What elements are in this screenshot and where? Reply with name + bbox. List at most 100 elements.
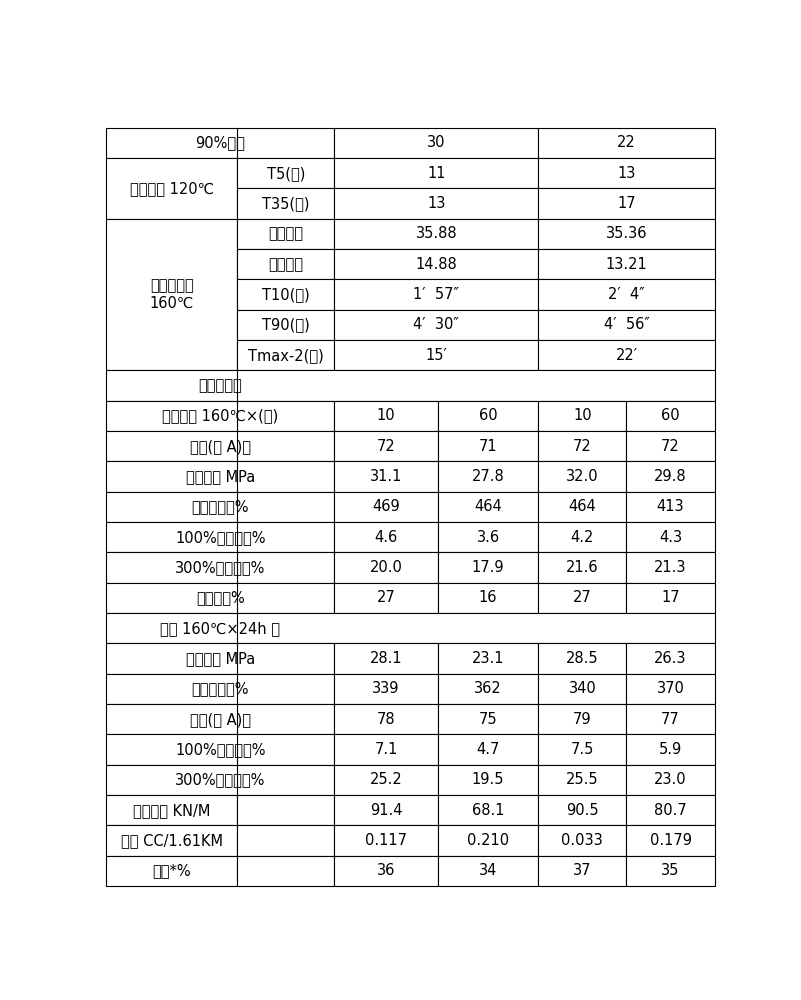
Bar bbox=[237, 188, 335, 219]
Text: 0.117: 0.117 bbox=[365, 833, 407, 848]
Bar bbox=[335, 249, 538, 279]
Text: 17: 17 bbox=[617, 196, 636, 211]
Text: 3.6: 3.6 bbox=[477, 530, 500, 545]
Bar bbox=[538, 795, 626, 825]
Bar bbox=[538, 765, 626, 795]
Bar bbox=[538, 704, 626, 734]
Bar bbox=[335, 158, 538, 188]
Text: 464: 464 bbox=[569, 499, 596, 514]
Text: 79: 79 bbox=[573, 712, 592, 727]
Text: 扯断伸长率%: 扯断伸长率% bbox=[191, 681, 249, 696]
Text: 80.7: 80.7 bbox=[654, 803, 687, 818]
Bar bbox=[538, 552, 626, 583]
Text: 13.21: 13.21 bbox=[606, 257, 647, 272]
Text: 0.033: 0.033 bbox=[562, 833, 603, 848]
Bar bbox=[107, 219, 237, 370]
Bar bbox=[538, 310, 714, 340]
Bar bbox=[538, 856, 626, 886]
Bar bbox=[335, 492, 438, 522]
Text: 339: 339 bbox=[372, 681, 400, 696]
Bar bbox=[237, 825, 335, 856]
Text: 100%定伸应力%: 100%定伸应力% bbox=[175, 742, 266, 757]
Text: 340: 340 bbox=[569, 681, 596, 696]
Text: 36: 36 bbox=[377, 863, 396, 878]
Text: 老化 160℃×24h 后: 老化 160℃×24h 后 bbox=[160, 621, 280, 636]
Bar bbox=[538, 461, 626, 492]
Text: T90(分): T90(分) bbox=[262, 317, 310, 332]
Text: 4.2: 4.2 bbox=[570, 530, 594, 545]
Bar bbox=[237, 856, 335, 886]
Text: 27.8: 27.8 bbox=[472, 469, 505, 484]
Bar bbox=[438, 461, 538, 492]
Bar bbox=[538, 128, 714, 158]
Bar bbox=[335, 310, 538, 340]
Text: 硬度(邵 A)度: 硬度(邵 A)度 bbox=[190, 712, 251, 727]
Bar bbox=[335, 674, 438, 704]
Bar bbox=[335, 522, 438, 552]
Text: 硬度(邵 A)度: 硬度(邵 A)度 bbox=[190, 439, 251, 454]
Bar bbox=[538, 734, 626, 765]
Text: 23.0: 23.0 bbox=[654, 772, 687, 787]
Text: 300%定伸应力%: 300%定伸应力% bbox=[175, 560, 266, 575]
Text: 硫化条件 160℃×(分): 硫化条件 160℃×(分) bbox=[163, 408, 279, 423]
Text: 37: 37 bbox=[574, 863, 592, 878]
Bar bbox=[335, 401, 438, 431]
Text: 4′  30″: 4′ 30″ bbox=[413, 317, 459, 332]
Text: 扯断伸长率%: 扯断伸长率% bbox=[191, 499, 249, 514]
Text: 100%定伸应力%: 100%定伸应力% bbox=[175, 530, 266, 545]
Text: 弹性*%: 弹性*% bbox=[152, 863, 191, 878]
Bar bbox=[107, 401, 335, 431]
Bar bbox=[335, 583, 438, 613]
Bar bbox=[626, 522, 714, 552]
Text: 29.8: 29.8 bbox=[654, 469, 687, 484]
Bar bbox=[107, 492, 335, 522]
Bar bbox=[438, 765, 538, 795]
Text: 19.5: 19.5 bbox=[472, 772, 505, 787]
Bar bbox=[107, 613, 714, 643]
Text: 4′  56″: 4′ 56″ bbox=[603, 317, 650, 332]
Bar bbox=[438, 583, 538, 613]
Text: T5(分): T5(分) bbox=[267, 166, 305, 181]
Bar bbox=[626, 461, 714, 492]
Bar bbox=[626, 734, 714, 765]
Text: 362: 362 bbox=[474, 681, 502, 696]
Bar bbox=[626, 431, 714, 461]
Bar bbox=[107, 856, 237, 886]
Text: 永久变形%: 永久变形% bbox=[196, 590, 245, 605]
Text: 91.4: 91.4 bbox=[370, 803, 402, 818]
Bar bbox=[107, 643, 335, 674]
Text: 硫化胶性能: 硫化胶性能 bbox=[199, 378, 242, 393]
Bar bbox=[438, 674, 538, 704]
Text: 34: 34 bbox=[479, 863, 497, 878]
Bar bbox=[107, 795, 237, 825]
Text: 15′: 15′ bbox=[425, 348, 447, 363]
Text: 68.1: 68.1 bbox=[472, 803, 505, 818]
Text: 464: 464 bbox=[474, 499, 502, 514]
Text: 72: 72 bbox=[376, 439, 396, 454]
Text: T10(分): T10(分) bbox=[262, 287, 310, 302]
Text: 0.210: 0.210 bbox=[467, 833, 509, 848]
Bar bbox=[237, 340, 335, 370]
Bar bbox=[438, 704, 538, 734]
Bar bbox=[335, 128, 538, 158]
Bar bbox=[107, 431, 335, 461]
Text: 71: 71 bbox=[479, 439, 497, 454]
Text: 35.36: 35.36 bbox=[606, 226, 647, 241]
Text: 7.1: 7.1 bbox=[375, 742, 398, 757]
Bar bbox=[237, 795, 335, 825]
Bar bbox=[626, 795, 714, 825]
Bar bbox=[438, 552, 538, 583]
Text: 最小转矩: 最小转矩 bbox=[268, 257, 304, 272]
Bar bbox=[237, 249, 335, 279]
Bar bbox=[335, 188, 538, 219]
Bar bbox=[438, 643, 538, 674]
Text: 30: 30 bbox=[427, 135, 445, 150]
Bar bbox=[107, 825, 237, 856]
Bar bbox=[335, 704, 438, 734]
Text: 撕裂强度 KN/M: 撕裂强度 KN/M bbox=[133, 803, 211, 818]
Bar bbox=[626, 643, 714, 674]
Text: 17: 17 bbox=[662, 590, 680, 605]
Text: 17.9: 17.9 bbox=[472, 560, 505, 575]
Text: 27: 27 bbox=[573, 590, 592, 605]
Text: 413: 413 bbox=[657, 499, 684, 514]
